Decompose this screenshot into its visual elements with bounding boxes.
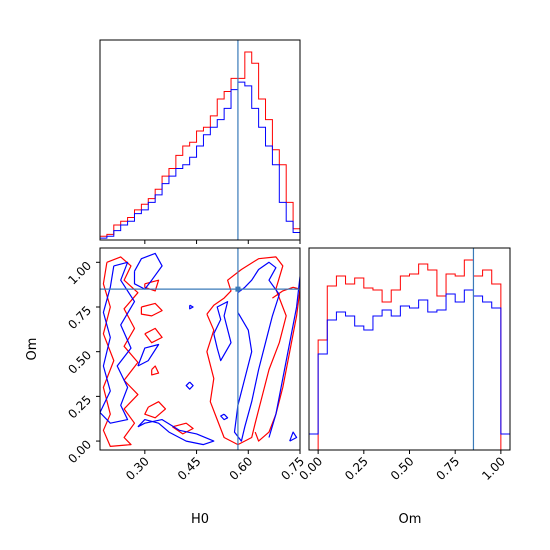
h0-histogram-series-2 <box>99 81 301 240</box>
h0-marginal-ticks <box>144 240 301 244</box>
contour-series-2-path-4 <box>137 419 215 446</box>
contour-series-1-path-4 <box>144 401 167 419</box>
contour-series-1-path-2 <box>140 302 163 317</box>
contour-series-2-path-3 <box>137 343 160 367</box>
h0-marginal-panel <box>99 39 301 244</box>
joint-y-ticks: 0.00 0.25 0.50 0.75 1.00 <box>65 259 100 466</box>
om-x-ticks: 0.00 0.25 0.50 0.75 1.00 <box>296 450 508 483</box>
om-marginal-frame <box>308 247 511 451</box>
contour-series-1-path-7 <box>206 256 287 446</box>
h0-x-tick-label-2: 0.60 <box>227 454 256 483</box>
joint-frame <box>99 247 301 451</box>
om-y-tick-label-0: 0.00 <box>65 437 94 466</box>
contour-series-2-path-11 <box>289 431 298 442</box>
om-x-tick-label-3: 0.75 <box>434 454 463 483</box>
contour-series-2-path-5 <box>189 304 194 310</box>
om-y-tick-label-2: 0.50 <box>65 348 94 377</box>
contour-series-1-path-8 <box>254 286 300 442</box>
joint-x-ticks: 0.30 0.45 0.60 0.75 <box>123 450 307 483</box>
contour-series-1-path-1 <box>102 256 139 447</box>
h0-histogram-series-1 <box>99 51 301 240</box>
contour-series-2-path-1 <box>100 261 136 424</box>
om-histogram-series-2 <box>308 289 511 450</box>
om-marginal-panel: 0.00 0.25 0.50 0.75 1.00 Om <box>296 247 511 527</box>
h0-histogram <box>99 51 301 240</box>
om-histogram <box>308 259 511 451</box>
om-x-tick-label-1: 0.25 <box>342 454 371 483</box>
contour-series-1-path-9 <box>172 422 194 435</box>
h0-marginal-frame <box>99 39 301 241</box>
h0-x-tick-label-0: 0.30 <box>123 454 152 483</box>
contour-series-2-path-6 <box>185 381 194 390</box>
om-histogram-series-1 <box>309 259 510 451</box>
contour-series-2-path-7 <box>220 413 229 421</box>
joint-panel: 0.30 0.45 0.60 0.75 0.00 0.25 0.50 0.75 1.00 H0… <box>25 247 307 527</box>
contour-series-2-path-9 <box>233 261 280 442</box>
h0-x-tick-label-1: 0.45 <box>175 454 204 483</box>
contour-series-2-path-2 <box>133 252 163 290</box>
joint-truth-marker <box>235 286 241 292</box>
om-y-tick-label-1: 0.25 <box>65 393 94 422</box>
h0-axis-label: H0 <box>191 512 209 527</box>
om-x-tick-label-4: 1.00 <box>479 454 508 483</box>
om-axis-label: Om <box>25 338 40 361</box>
om-y-tick-label-3: 0.75 <box>65 303 94 332</box>
om-y-tick-label-4: 1.00 <box>65 259 94 288</box>
om-x-tick-label-2: 0.50 <box>388 454 417 483</box>
contour-series-1-path-6 <box>151 365 160 376</box>
contour-series-2-path-10 <box>268 276 300 438</box>
contour-series-1-path-3 <box>144 279 160 292</box>
contour-series-1-path-5 <box>144 327 163 344</box>
om-marginal-axis-label: Om <box>399 512 422 527</box>
contour-series-2-path-8 <box>213 301 232 362</box>
joint-contours <box>100 252 300 447</box>
